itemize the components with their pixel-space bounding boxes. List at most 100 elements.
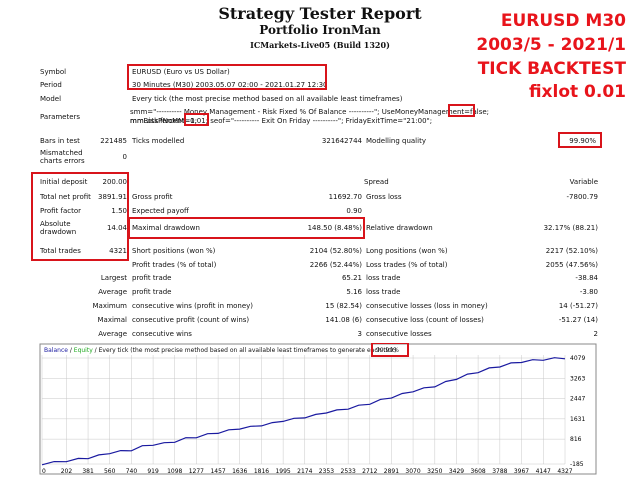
max-dd-label: Maximal drawdown	[132, 224, 200, 232]
gross-profit-label: Gross profit	[132, 193, 173, 201]
gross-profit-value: 11692.70	[328, 193, 362, 201]
symbol-period-highlight	[127, 64, 327, 90]
long-positions-value: 2217 (52.10%)	[545, 247, 598, 255]
chart-frame	[39, 343, 597, 475]
abs-dd-label-1: Absolute	[40, 220, 71, 228]
mismatch-value: 0	[122, 153, 127, 161]
legend-equity: Equity	[74, 347, 93, 354]
balance-chart: 0 202 381 560 740 919 1098 1277 1457 1636 1816 1995…	[39, 343, 597, 475]
x-tick-label: 1816	[254, 468, 269, 475]
key-stats-highlight	[31, 172, 129, 261]
profit-trades-label: Profit trades (% of total)	[132, 261, 217, 269]
x-tick-label: 4327	[557, 468, 572, 475]
legend-balance: Balance	[44, 347, 68, 354]
loss-trades-label: Loss trades (% of total)	[366, 261, 448, 269]
x-tick-label: 2712	[362, 468, 377, 475]
chart-legend: Balance / Equity / Every tick (the most …	[44, 347, 397, 354]
spread-value: Variable	[569, 178, 598, 186]
overlay-backtest: TICK BACKTEST	[477, 59, 626, 79]
overlay-dates: 2003/5 - 2021/1	[476, 35, 626, 55]
cons-wins-value: 3	[357, 330, 362, 338]
x-tick-label: 3967	[514, 468, 529, 475]
maximal-label: Maximal	[97, 316, 127, 324]
net-profit-label: Total net profit	[40, 193, 91, 201]
x-tick-label: 1636	[232, 468, 247, 475]
cons-loss-count-label: consecutive loss (count of losses)	[366, 316, 484, 324]
x-tick-label: 740	[126, 468, 138, 475]
x-tick-label: 202	[61, 468, 73, 475]
y-tick-label: 816	[570, 436, 582, 443]
ticks-label: Ticks modelled	[132, 137, 185, 145]
model-label: Model	[40, 95, 62, 103]
y-tick-label: 2447	[570, 396, 585, 403]
rel-dd-label: Relative drawdown	[366, 224, 433, 232]
lot-size-highlight	[184, 113, 209, 126]
x-tick-label: 381	[82, 468, 94, 475]
x-tick-label: 1457	[210, 468, 225, 475]
x-tick-label: 3250	[427, 468, 442, 475]
profit-factor-label: Profit factor	[40, 207, 81, 215]
cons-loss-count-value: -51.27 (14)	[558, 316, 598, 324]
bars-label: Bars in test	[40, 137, 80, 145]
mismatch-label-2: charts errors	[40, 157, 85, 165]
y-tick-label: 3263	[570, 375, 585, 382]
maximum-label: Maximum	[92, 302, 128, 310]
initial-deposit-value: 200.00	[102, 178, 128, 186]
max-dd-value: 148.50 (8.48%)	[307, 224, 362, 232]
cons-losses-money-value: 14 (-51.27)	[558, 302, 598, 310]
average-loss-value: -3.80	[579, 288, 598, 296]
average-cons-label: Average	[98, 330, 127, 338]
net-profit-value: 3891.91	[98, 193, 127, 201]
report-subtitle: Portfolio IronMan	[259, 23, 381, 37]
initial-deposit-label: Initial deposit	[40, 178, 88, 186]
loss-trades-value: 2055 (47.56%)	[545, 261, 598, 269]
x-tick-label: 3608	[470, 468, 485, 475]
overlay-lot: fixlot 0.01	[528, 82, 626, 102]
largest-loss-label: loss trade	[366, 274, 401, 282]
cons-profit-count-label: consecutive profit (count of wins)	[132, 316, 250, 324]
cons-wins-label: consecutive wins	[132, 330, 192, 338]
expected-payoff-value: 0.90	[346, 207, 362, 215]
use-mm-highlight	[448, 104, 475, 117]
x-tick-label: 3429	[449, 468, 464, 475]
cons-losses-label: consecutive losses	[366, 330, 432, 338]
x-tick-label: 2891	[384, 468, 399, 475]
x-tick-label: 2174	[297, 468, 312, 475]
x-tick-label: 3788	[492, 468, 507, 475]
x-tick-label: 1995	[275, 468, 290, 475]
x-tick-label: 3070	[405, 468, 420, 475]
period-label: Period	[40, 81, 62, 89]
ticks-value: 321642744	[321, 137, 362, 145]
average-label: Average	[98, 288, 127, 296]
expected-payoff-label: Expected payoff	[132, 207, 189, 215]
symbol-value: EURUSD (Euro vs US Dollar)	[132, 68, 230, 76]
gross-loss-label: Gross loss	[366, 193, 402, 201]
x-tick-label: 560	[104, 468, 116, 475]
long-positions-label: Long positions (won %)	[366, 247, 448, 255]
largest-profit-value: 65.21	[341, 274, 362, 282]
cons-losses-value: 2	[593, 330, 598, 338]
quality-highlight	[558, 132, 602, 148]
y-tick-label: 4079	[570, 355, 585, 362]
quality-value: 99.90%	[569, 137, 596, 145]
largest-label: Largest	[100, 274, 127, 282]
x-tick-label: 0	[42, 468, 46, 475]
average-profit-label: profit trade	[132, 288, 172, 296]
short-positions-value: 2104 (52.80%)	[309, 247, 362, 255]
balance-line	[41, 357, 566, 466]
cons-wins-money-label: consecutive wins (profit in money)	[132, 302, 254, 310]
model-value: Every tick (the most precise method base…	[132, 95, 403, 103]
profit-factor-value: 1.50	[111, 207, 127, 215]
bars-value: 221485	[100, 137, 127, 145]
x-tick-label: 2533	[341, 468, 356, 475]
report-server: ICMarkets-Live05 (Build 1320)	[250, 40, 390, 50]
max-dd-highlight	[128, 217, 365, 239]
cons-losses-money-label: consecutive losses (loss in money)	[366, 302, 488, 310]
chart-quality-value: 99.90%	[376, 347, 399, 354]
legend-sep: /	[68, 347, 74, 354]
x-tick-label: 1098	[167, 468, 182, 475]
symbol-label: Symbol	[40, 68, 67, 76]
parameters-line-1: smm="---------- Money Management - Risk …	[130, 108, 490, 125]
y-tick-label: -185	[570, 461, 584, 468]
period-value: 30 Minutes (M30) 2003.05.07 02:00 - 2021…	[132, 81, 328, 89]
